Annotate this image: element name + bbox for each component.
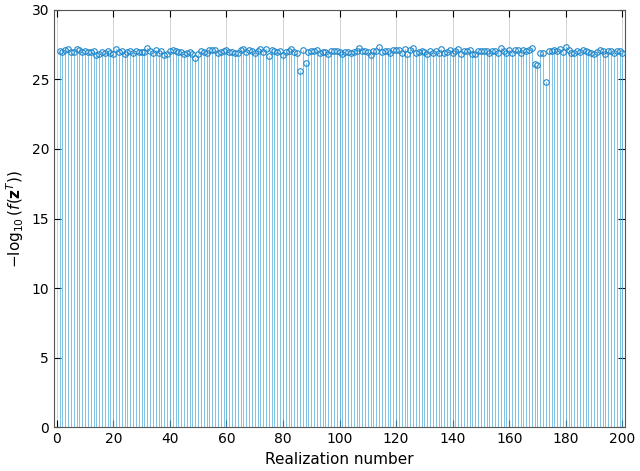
Y-axis label: $-\log_{10}(f(\mathbf{z}^T))$: $-\log_{10}(f(\mathbf{z}^T))$ [4,169,26,268]
X-axis label: Realization number: Realization number [265,452,414,467]
